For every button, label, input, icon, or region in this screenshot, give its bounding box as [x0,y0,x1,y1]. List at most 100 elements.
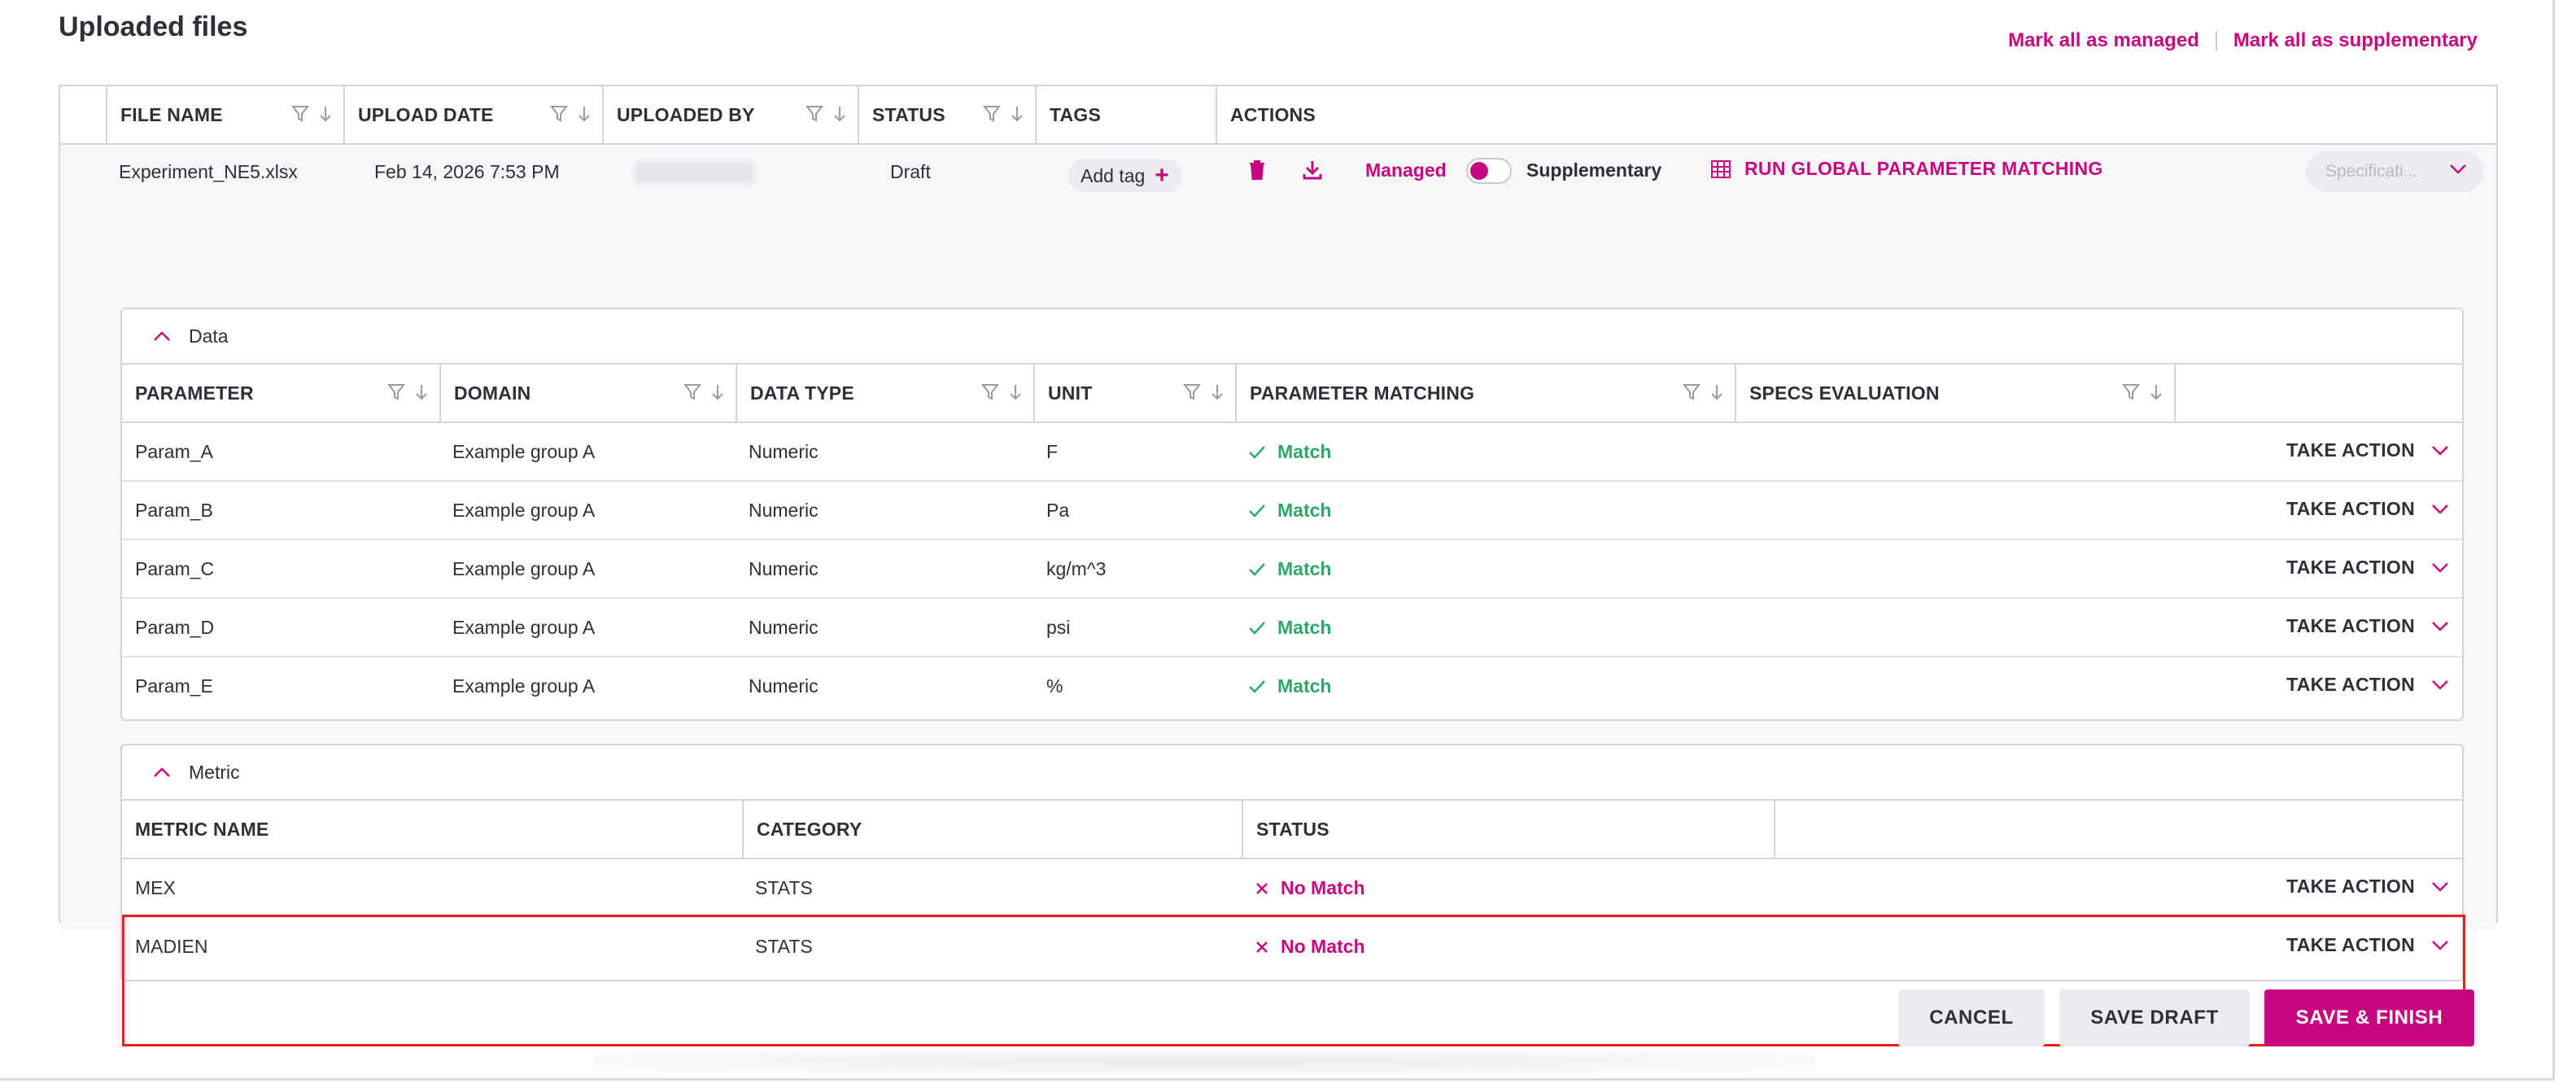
file-name[interactable]: Experiment_NE5.xlsx [119,161,298,182]
bulk-actions: Mark all as managed Mark all as suppleme… [2008,29,2478,52]
filter-icon[interactable] [291,104,309,124]
mark-all-managed-link[interactable]: Mark all as managed [2008,29,2199,51]
col-actions: ACTIONS [1216,86,2498,143]
take-action-button[interactable]: TAKE ACTION [2286,934,2449,956]
chevron-down-icon [2432,562,2448,573]
filter-icon[interactable] [1683,382,1701,402]
take-action-button[interactable]: TAKE ACTION [2286,674,2449,696]
chevron-down-icon [2432,445,2448,456]
no-match-label: No Match [1281,936,1365,957]
col-label: ACTIONS [1230,103,1316,125]
metric-panel: Metric METRIC NAME CATEGORY STATUS MEX [120,744,2464,981]
metric-category: STATS [755,877,813,898]
x-icon [1256,882,1268,894]
files-table-header: FILE NAME UPLOAD DATE UPLOADED BY [60,86,2496,145]
cancel-button[interactable]: CANCEL [1898,989,2045,1046]
parameter-name: Param_E [135,675,213,697]
sort-down-icon[interactable] [1211,382,1224,402]
sort-down-icon[interactable] [711,382,724,402]
filter-icon[interactable] [550,104,568,124]
filter-icon[interactable] [683,382,701,402]
sort-down-icon[interactable] [1710,382,1723,402]
plus-icon: + [1155,162,1169,189]
sort-down-icon[interactable] [578,104,591,124]
take-action-button[interactable]: TAKE ACTION [2286,439,2449,461]
uploaded-files-table: FILE NAME UPLOAD DATE UPLOADED BY [59,85,2498,1046]
check-icon [1249,445,1265,459]
uploaded-by-blurred [635,161,753,184]
specification-select[interactable]: Specificati... [2306,151,2483,192]
col-tags: TAGS [1035,86,1216,143]
file-row: Experiment_NE5.xlsx Feb 14, 2026 7:53 PM… [60,145,2496,1046]
data-type: Numeric [749,617,819,638]
unit: F [1046,441,1059,462]
check-icon [1249,679,1265,693]
chevron-down-icon [2450,164,2466,174]
chevron-down-icon [2432,940,2448,950]
check-icon [1249,504,1265,518]
divider [2215,31,2217,50]
run-global-parameter-matching-button[interactable]: RUN GLOBAL PARAMETER MATCHING [1710,158,2103,180]
save-draft-button[interactable]: SAVE DRAFT [2059,989,2250,1046]
match-status: Match [1248,441,1331,463]
take-action-button[interactable]: TAKE ACTION [2286,615,2449,637]
run-global-label: RUN GLOBAL PARAMETER MATCHING [1744,158,2103,179]
save-finish-button[interactable]: SAVE & FINISH [2264,989,2474,1046]
col-uploaded-by: UPLOADED BY [602,86,858,143]
unit: kg/m^3 [1046,558,1107,579]
col-domain: DOMAIN [439,365,736,422]
match-label: Match [1277,675,1332,697]
col-unit: UNIT [1033,365,1235,422]
sort-down-icon[interactable] [833,104,846,124]
match-status: Match [1248,675,1331,697]
col-upload-date: UPLOAD DATE [343,86,602,143]
data-type: Numeric [749,441,819,462]
managed-supplementary-toggle[interactable] [1466,158,1512,184]
filter-icon[interactable] [983,104,1001,124]
sort-down-icon[interactable] [1011,104,1024,124]
add-tag-button[interactable]: Add tag + [1068,159,1182,192]
match-label: Match [1277,441,1332,462]
take-action-button[interactable]: TAKE ACTION [2286,876,2449,898]
upload-date: Feb 14, 2026 7:53 PM [374,161,560,182]
col-actions-blank [2174,365,2462,422]
filter-icon[interactable] [2122,382,2140,402]
col-data-type: DATA TYPE [736,365,1033,422]
col-parameter: PARAMETER [122,365,439,422]
data-type: Numeric [749,558,819,579]
take-action-button[interactable]: TAKE ACTION [2286,557,2449,579]
unit: Pa [1046,500,1070,521]
filter-icon[interactable] [387,382,405,402]
filter-icon[interactable] [981,382,999,402]
chevron-down-icon [2432,679,2448,690]
no-match-label: No Match [1281,877,1365,898]
sort-down-icon[interactable] [415,382,428,402]
chevron-up-icon [154,331,170,341]
trash-icon[interactable] [1248,159,1266,181]
sort-down-icon[interactable] [319,104,332,124]
take-action-label: TAKE ACTION [2286,498,2415,519]
col-label: PARAMETER [135,382,254,404]
sort-down-icon[interactable] [1009,382,1022,402]
download-icon[interactable] [1302,159,1323,181]
metric-name: MEX [135,877,176,898]
footer-actions: CANCEL SAVE DRAFT SAVE & FINISH [1898,989,2474,1046]
col-label: FILE NAME [120,103,223,125]
metric-panel-header[interactable]: Metric [122,745,2462,801]
mark-all-supplementary-link[interactable]: Mark all as supplementary [2233,29,2478,51]
data-panel-header[interactable]: Data [122,309,2462,365]
data-panel-title: Data [189,325,229,347]
supplementary-label: Supplementary [1526,159,1662,181]
chevron-up-icon [154,767,170,777]
page-title: Uploaded files [59,11,248,42]
col-metric-status: STATUS [1242,801,1774,858]
filter-icon[interactable] [806,104,823,124]
take-action-button[interactable]: TAKE ACTION [2286,498,2449,520]
filter-icon[interactable] [1183,382,1201,402]
col-category: CATEGORY [742,801,1242,858]
parameter-name: Param_C [135,558,215,579]
unit: % [1046,675,1063,697]
data-type: Numeric [749,500,819,521]
sort-down-icon[interactable] [2150,382,2163,402]
